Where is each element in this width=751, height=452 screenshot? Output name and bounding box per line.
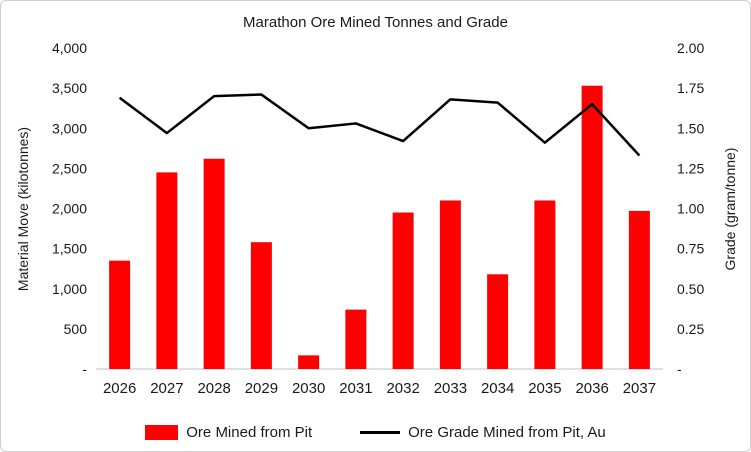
left-tick-label: - [82,361,87,377]
bar-2035 [534,200,556,369]
bar-2037 [628,210,650,369]
bar-2026 [109,260,131,369]
x-label-2037: 2037 [623,380,656,397]
bar-2032 [392,212,414,369]
bar-2030 [298,355,320,369]
right-tick-label: 1.75 [677,80,704,96]
bar-series-swatch-icon [145,425,179,440]
bar-2029 [250,242,272,369]
line-series-swatch-icon [360,431,401,434]
x-label-2032: 2032 [386,380,419,397]
x-label-2031: 2031 [339,380,372,397]
x-label-2033: 2033 [434,380,467,397]
left-tick-label: 3,500 [52,80,87,96]
left-tick-label: 1,000 [52,281,87,297]
right-tick-label: 1.25 [677,160,704,176]
right-tick-label: 1.00 [677,201,704,217]
left-tick-label: 4,000 [52,40,87,56]
plot-area: - 500 1,000 1,500 2,000 2,500 3,000 3,500 4,000 -… [52,40,705,397]
right-tick-label: 2.00 [677,40,704,56]
bar-2028 [203,158,225,369]
left-tick-label: 3,000 [52,120,87,136]
left-tick-label: 500 [64,321,88,337]
legend-item-line: Ore Grade Mined from Pit, Au [360,424,606,441]
bar-2033 [439,200,461,369]
bar-2031 [345,309,367,369]
x-label-2036: 2036 [575,380,608,397]
legend: Ore Mined from Pit Ore Grade Mined from … [1,424,750,441]
legend-label-bar: Ore Mined from Pit [186,424,313,441]
left-tick-label: 1,500 [52,241,87,257]
left-tick-label: 2,000 [52,201,87,217]
x-label-2030: 2030 [292,380,325,397]
x-label-2026: 2026 [103,380,136,397]
right-tick-label: 0.50 [677,281,704,297]
legend-label-line: Ore Grade Mined from Pit, Au [408,424,606,441]
bar-2034 [487,274,509,369]
right-tick-label: - [677,361,682,377]
left-tick-label: 2,500 [52,160,87,176]
grade-line [118,93,641,157]
chart-title: Marathon Ore Mined Tonnes and Grade [243,14,508,31]
x-label-2034: 2034 [481,380,514,397]
right-tick-label: 1.50 [677,120,704,136]
x-label-2035: 2035 [528,380,561,397]
right-tick-label: 0.75 [677,241,704,257]
x-label-2028: 2028 [197,380,230,397]
right-tick-label: 0.25 [677,321,704,337]
legend-item-bar: Ore Mined from Pit [145,424,312,441]
bar-2036 [581,85,603,369]
x-label-2029: 2029 [245,380,278,397]
bar-2027 [156,172,178,369]
x-label-2027: 2027 [150,380,183,397]
